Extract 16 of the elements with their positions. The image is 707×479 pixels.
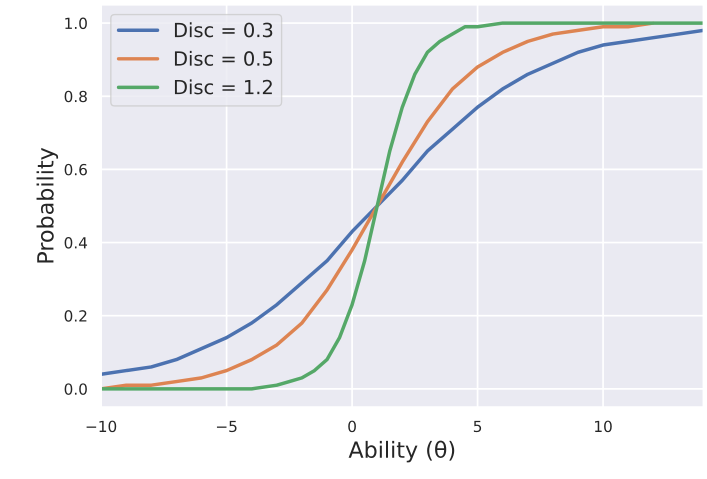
y-tick-label: 0.8 <box>64 90 87 102</box>
x-tick-label: −5 <box>216 420 237 432</box>
x-tick-label: 0 <box>348 420 356 432</box>
y-tick-label: 0.4 <box>64 237 88 249</box>
x-tick-label: 5 <box>474 420 482 432</box>
legend-label: Disc = 0.5 <box>174 50 272 66</box>
y-tick-label: 0.0 <box>64 383 87 395</box>
y-tick-label: 1.0 <box>65 18 87 30</box>
y-axis-title: Probability <box>36 148 58 263</box>
x-axis-title: Ability (θ) <box>348 440 454 462</box>
legend-label: Disc = 1.2 <box>174 79 272 94</box>
y-tick-label: 0.6 <box>64 164 87 176</box>
legend-label: Disc = 0.3 <box>174 22 272 38</box>
x-tick-label: 10 <box>595 420 612 432</box>
y-tick-label: 0.2 <box>64 310 86 322</box>
x-tick-label: −10 <box>86 420 116 432</box>
